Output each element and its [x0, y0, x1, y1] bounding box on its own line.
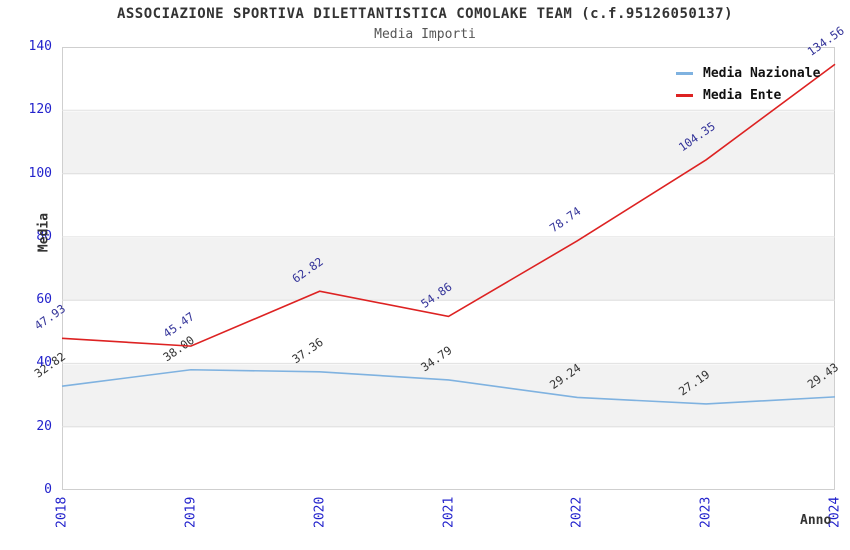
legend-label: Media Nazionale [703, 65, 821, 81]
legend-label: Media Ente [703, 87, 782, 103]
data-label: 34.79 [418, 343, 454, 374]
y-tick-label: 40 [36, 355, 52, 371]
y-tick-label: 140 [28, 39, 52, 54]
x-tick-label: 2019 [183, 497, 199, 529]
legend-item-media-ente: Media Ente [676, 84, 820, 106]
chart-subtitle: Media Importi [374, 27, 476, 42]
legend: Media Nazionale Media Ente [676, 62, 820, 106]
data-label: 37.36 [289, 335, 325, 366]
y-tick-label: 0 [44, 482, 52, 497]
media-nazionale-line-swatch [676, 71, 693, 75]
data-label: 62.82 [289, 254, 325, 285]
x-tick-label: 2020 [312, 497, 328, 529]
x-tick-label: 2022 [569, 497, 585, 529]
y-tick-label: 100 [28, 165, 52, 181]
data-label: 29.43 [805, 360, 841, 391]
media-ente-line-swatch [676, 93, 693, 97]
series-line-media-nazionale [61, 368, 836, 405]
data-label: 78.74 [547, 204, 583, 235]
y-axis-title: Media [36, 212, 52, 253]
chart-title: ASSOCIAZIONE SPORTIVA DILETTANTISTICA CO… [116, 6, 734, 22]
x-tick-label: 2023 [698, 497, 714, 529]
data-label: 104.35 [676, 119, 718, 154]
data-label: 45.47 [160, 309, 196, 340]
y-tick-label: 60 [36, 292, 52, 308]
plot-area [62, 47, 835, 490]
data-label: 27.19 [676, 367, 712, 398]
x-axis-title: Anno [800, 513, 832, 528]
y-tick-label: 120 [28, 102, 52, 118]
y-tick-label: 80 [36, 228, 52, 244]
series-line-media-ente [61, 63, 836, 347]
x-tick-label: 2021 [441, 497, 456, 529]
data-label: 54.86 [418, 279, 454, 310]
x-tick-label: 2018 [54, 497, 70, 529]
legend-item-media-nazionale: Media Nazionale [676, 62, 820, 84]
y-tick-label: 20 [36, 418, 52, 434]
data-label: 29.24 [547, 361, 583, 392]
